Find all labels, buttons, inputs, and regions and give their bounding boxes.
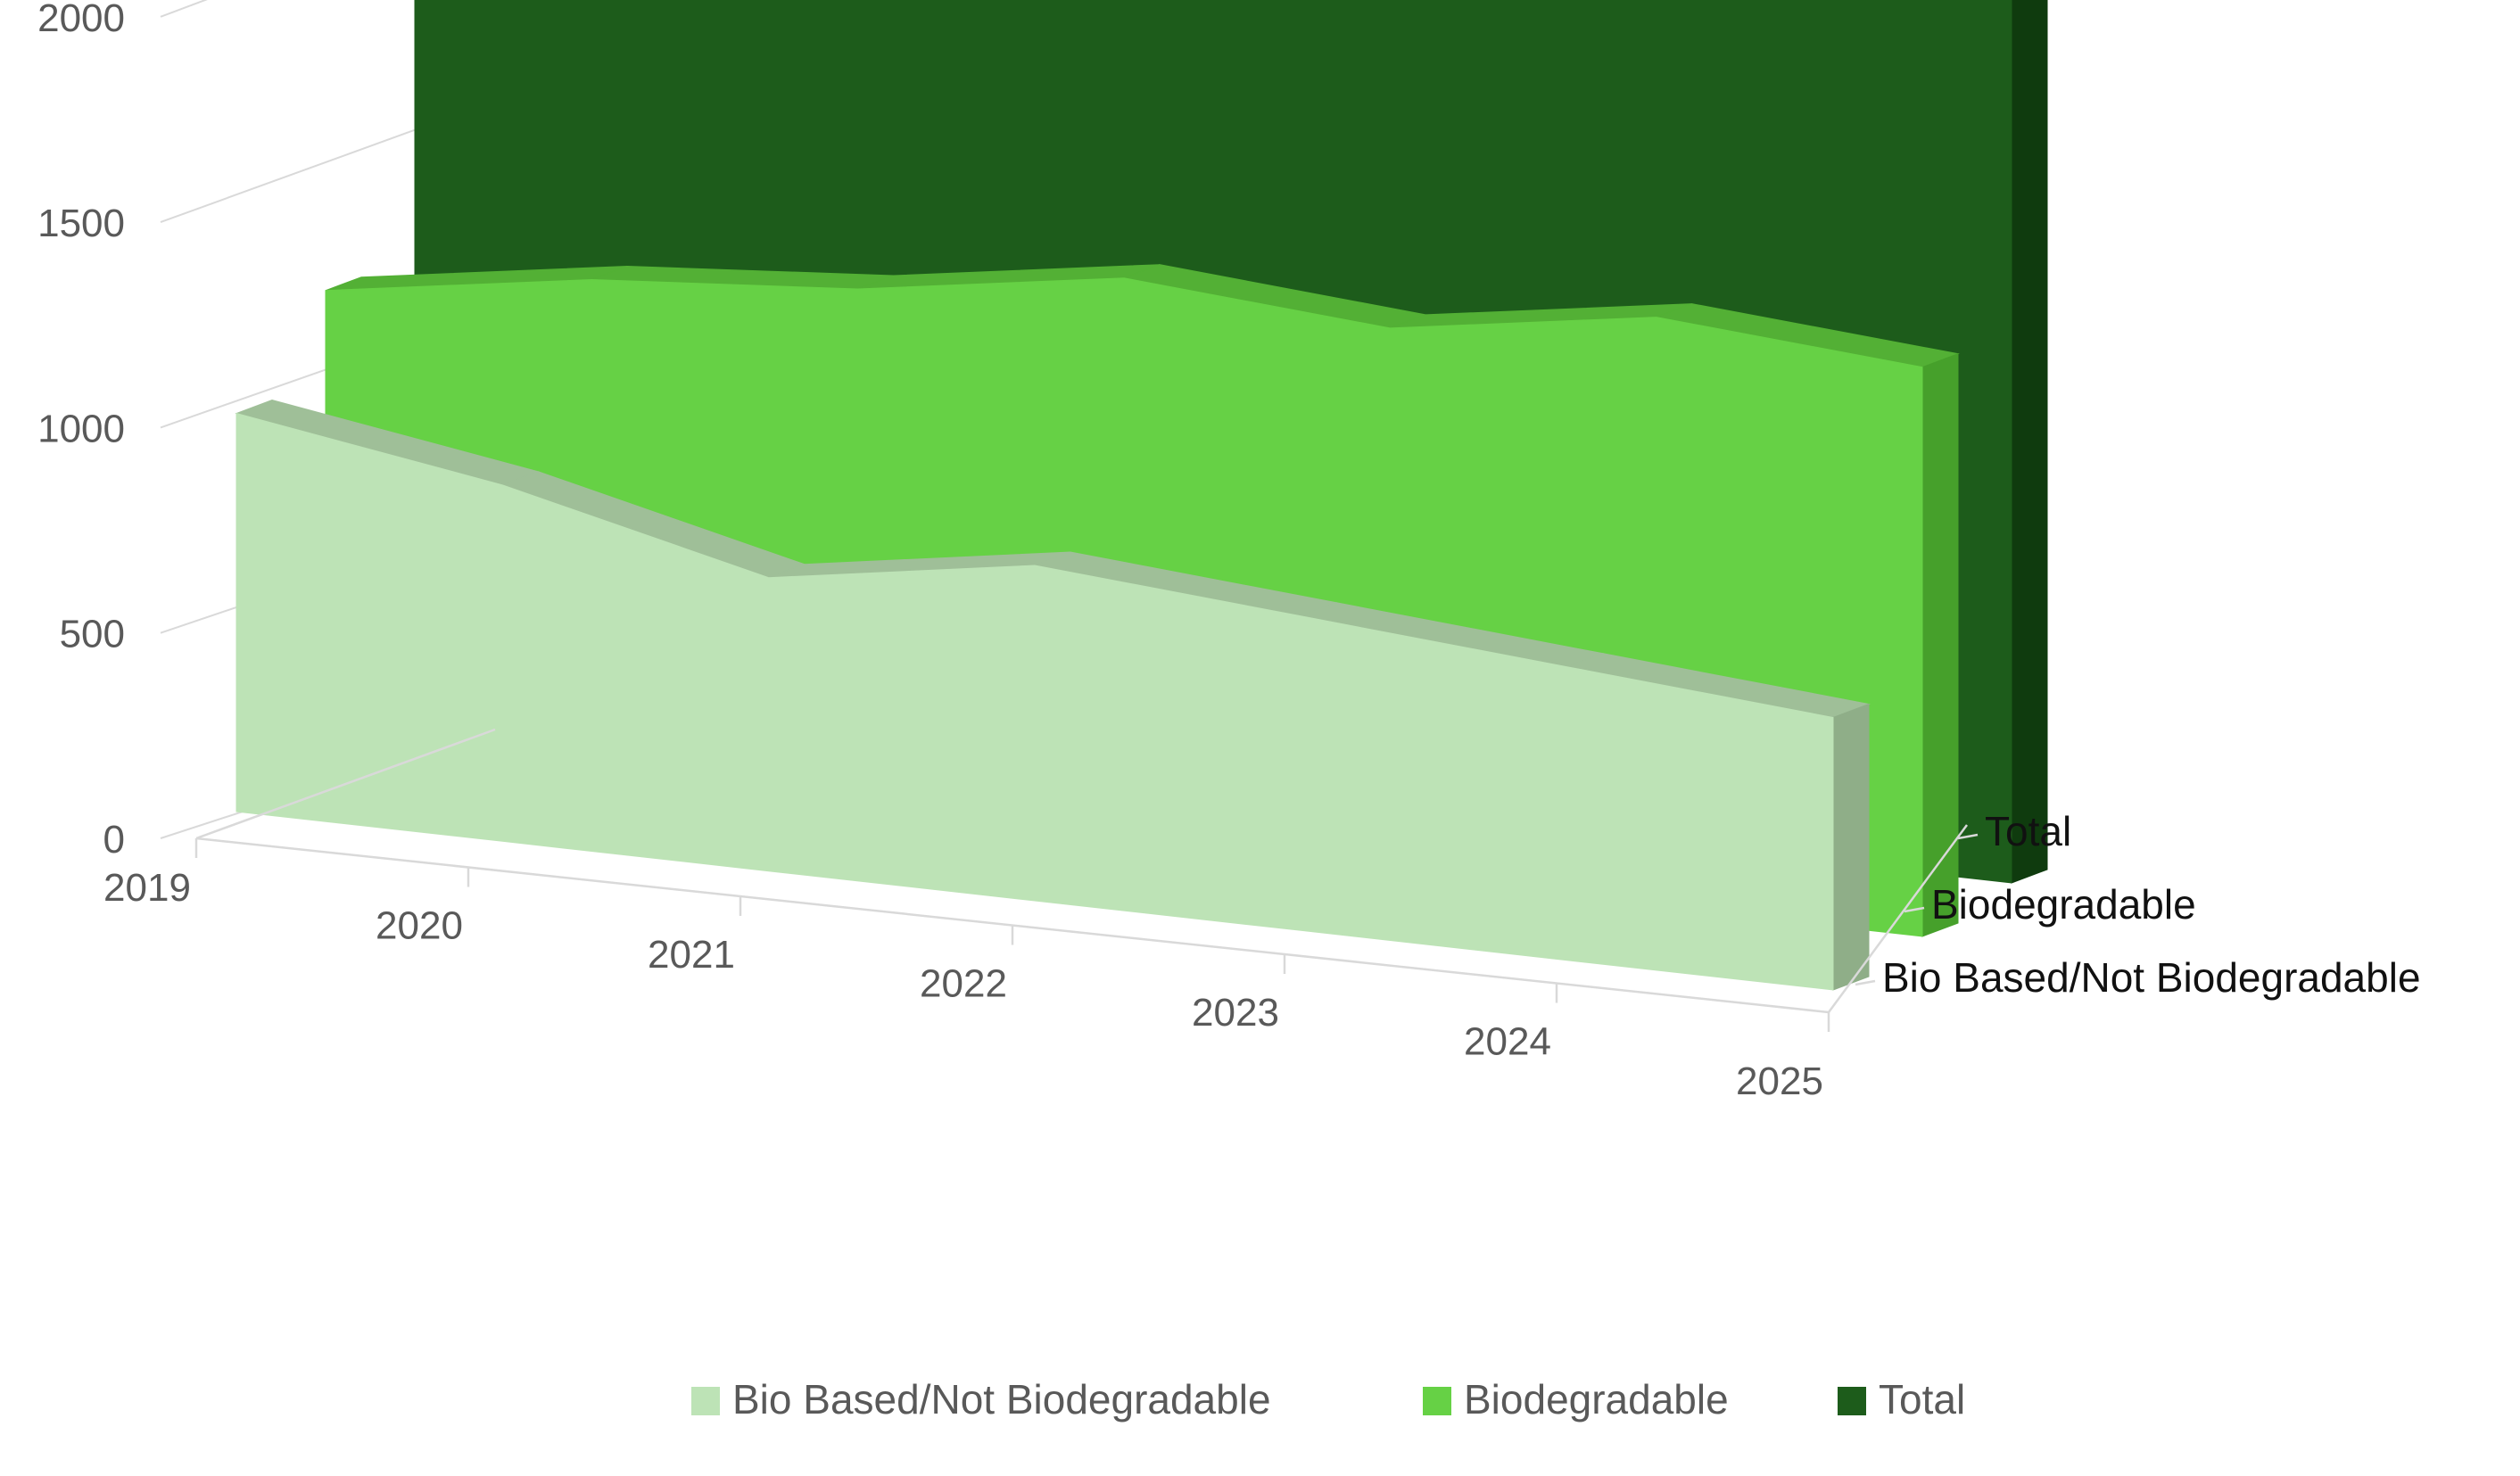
depth-axis-line: [1827, 824, 1969, 1013]
legend-label: Biodegradable: [1464, 1376, 1729, 1422]
legend-swatch: [1838, 1387, 1866, 1415]
y-tick-label: 500: [60, 613, 125, 656]
x-tick-label: 2023: [1192, 991, 1279, 1035]
y-axis: 050010001500200025003000: [37, 0, 125, 862]
legend-label: Bio Based/Not Biodegradable: [732, 1376, 1271, 1422]
x-tick-label: 2025: [1736, 1060, 1823, 1103]
series-bio-based-not-biodegradable: [235, 399, 1871, 991]
depth-series-label: Total: [1985, 808, 2071, 854]
depth-tick: [1855, 979, 1876, 986]
x-tick-label: 2022: [920, 962, 1007, 1006]
depth-tick: [1904, 906, 1925, 913]
ribbon-front-face: [235, 412, 1834, 991]
ribbon-end-cap: [2011, 0, 2048, 884]
series-ribbons: [235, 0, 2048, 991]
depth-series-label: Bio Based/Not Biodegradable: [1882, 954, 2421, 1001]
depth-tick: [1957, 833, 1979, 840]
legend-item[interactable]: Bio Based/Not Biodegradable: [691, 1376, 1271, 1422]
y-tick-label: 0: [103, 818, 125, 862]
x-axis: 2019 2020 2021 2022 2023 2024 2025: [103, 728, 1969, 1103]
depth-axis: Bio Based/Not Biodegradable Biodegradable…: [1855, 808, 2421, 1001]
x-tick-label: 2024: [1464, 1020, 1551, 1064]
depth-series-label: Biodegradable: [1931, 881, 2196, 928]
legend-item[interactable]: Biodegradable: [1423, 1376, 1729, 1422]
legend: Bio Based/Not Biodegradable Biodegradable…: [691, 1376, 1965, 1422]
legend-label: Total: [1879, 1376, 1965, 1422]
ribbon-end-cap: [1921, 352, 1959, 937]
x-tick-label: 2020: [376, 904, 463, 948]
x-tick-label: 2019: [103, 866, 191, 910]
x-tick-label: 2021: [648, 933, 735, 977]
y-tick-label: 1000: [37, 407, 125, 450]
left-floor-line: [195, 728, 496, 840]
ribbon-end-cap: [1832, 703, 1870, 991]
legend-swatch: [691, 1387, 720, 1415]
y-tick-label: 2000: [37, 0, 125, 40]
legend-swatch: [1423, 1387, 1451, 1415]
legend-item[interactable]: Total: [1838, 1376, 1965, 1422]
y-tick-label: 1500: [37, 202, 125, 245]
